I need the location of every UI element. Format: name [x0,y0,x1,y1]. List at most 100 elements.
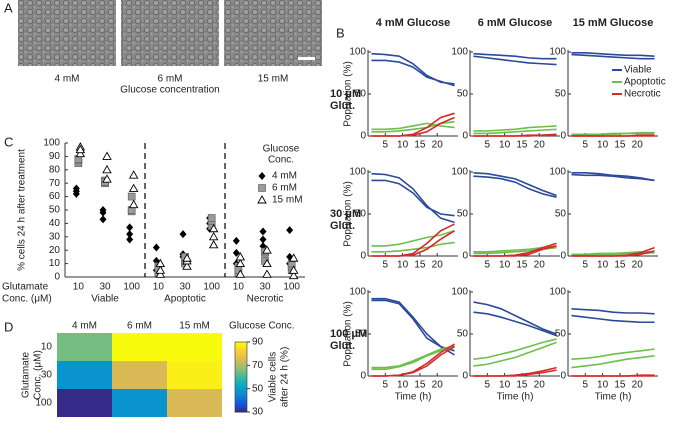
x-tick-label: 30 [259,282,271,293]
x-tick-label: 10 [597,140,609,151]
y-tick-label: 50 [555,89,567,100]
series-line [371,241,455,253]
series-line [473,341,557,367]
colorbar-step [235,346,247,350]
colorbar-step [235,391,247,394]
y-axis-label: Population (%) [343,181,354,247]
series-line [571,314,655,324]
point [232,248,240,257]
heatmap-cell [57,389,112,417]
point [262,245,272,254]
colorbar-step [235,388,247,392]
x-tick-label: 15 [614,380,626,391]
y-axis-label: % cells 24 h after treatment [17,149,28,271]
point [179,230,187,239]
heatmap-cell [167,361,222,389]
y-tick-label: 100 [549,167,566,178]
y-axis-label: Population (%) [343,61,354,127]
colorbar-step [235,372,247,376]
y-tick-label: 50 [355,329,367,340]
y-tick-label: 0 [54,272,60,283]
series-line [473,125,557,132]
point [99,215,107,224]
row-label: Glut. [330,220,355,232]
x-tick-label: 5 [383,260,389,271]
x-tick-label: 20 [534,260,546,271]
series-line [371,122,455,131]
x-tick-label: 5 [583,380,589,391]
point [262,269,272,278]
colorbar-step [235,370,247,373]
series-line [371,230,455,247]
x-tick-label: 10 [499,380,511,391]
y-tick-label: 100 [451,167,468,178]
x-tick-label: 5 [485,140,491,151]
legend-label: Viable [624,65,652,76]
x-tick-label: 15 [516,380,528,391]
point [262,258,272,268]
x-axis-label: Time (h) [595,392,632,403]
y-tick-label: 100 [349,287,366,298]
micrograph-label: 15 mM [258,74,289,85]
row-label: 100 μM [330,328,367,340]
point [128,170,139,179]
x-tick-label: 100 [283,282,300,293]
x-tick-label: 10 [397,380,409,391]
x-axis-label: Glutamate [2,282,49,293]
colorbar-label: after 24 h (%) [280,347,291,408]
series-line [371,172,455,224]
point [72,189,80,198]
series-line [571,355,655,369]
x-tick-label: 15 [614,260,626,271]
point [288,270,299,280]
colorbar-step [235,353,247,357]
x-tick-label: 10 [499,260,511,271]
colorbar-step [235,407,247,411]
colorbar-step [235,363,247,366]
point [232,236,240,245]
point [102,151,112,160]
row-label: Glut. [330,340,355,352]
point [182,261,192,270]
colorbar-step [235,405,247,408]
y-tick-label: 60 [49,191,61,202]
point [259,235,267,244]
series-line [473,172,557,197]
x-axis-label: Time (h) [395,392,432,403]
colorbar-step [235,395,247,399]
series-line [473,175,557,198]
x-tick-label: 20 [534,140,546,151]
x-tick-label: 5 [583,140,589,151]
colorbar-step [235,374,247,378]
column-title: 15 mM Glucose [573,17,654,29]
colorbar-step [235,365,247,369]
colorbar-step [235,398,247,401]
y-tick-label: 10 [49,258,61,269]
panel-letter: B [336,25,345,40]
micrograph-caption: Glucose concentration [120,85,220,96]
x-tick-label: 15 [614,140,626,151]
series-line [371,344,455,369]
panel-a: 4 mM 6 mM 15 mM Glucose concentration [18,0,322,96]
legend-marker [257,195,267,204]
x-tick-label: 20 [432,380,444,391]
point [127,192,136,201]
colorbar-step [235,342,247,345]
panel-letter: D [4,319,13,334]
legend-label: 4 mM [272,171,297,182]
column-title: 6 mM Glucose [478,17,553,29]
series-line [473,52,557,60]
point [128,183,139,193]
point [128,199,139,209]
y-tick-label: 100 [349,167,366,178]
row-label: Glut. [330,100,355,112]
panel-letter: A [4,0,13,15]
group-label: Viable [91,294,119,305]
x-tick-label: 20 [632,140,644,151]
point [75,148,86,158]
x-tick-label: 15 [516,260,528,271]
colorbar-step [235,400,247,404]
x-tick-label: 20 [632,380,644,391]
colorbar-frame [234,341,248,413]
